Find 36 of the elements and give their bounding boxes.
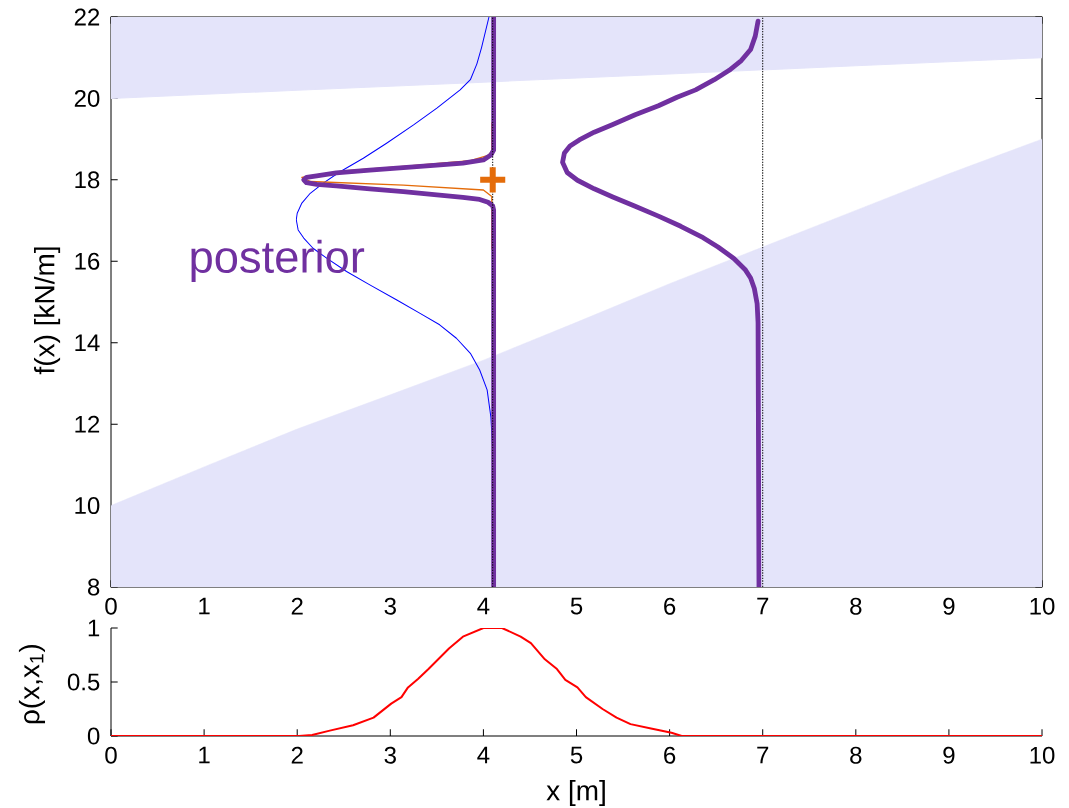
y-tick-label: 0	[87, 727, 100, 745]
x-tick-label: 10	[1030, 597, 1055, 615]
y-tick-label: 8	[87, 578, 100, 596]
x-tick-label: 4	[477, 746, 490, 764]
x-tick-label: 3	[384, 597, 396, 615]
x-tick-label: 9	[943, 597, 955, 615]
x-tick-label: 10	[1030, 746, 1055, 764]
y-tick-label: 16	[75, 252, 100, 270]
x-tick-label: 5	[570, 597, 583, 615]
y-tick-label: 12	[75, 415, 100, 433]
x-tick-label: 8	[850, 597, 862, 615]
x-tick-label: 6	[664, 746, 676, 764]
x-tick-label: 2	[291, 746, 303, 764]
x-tick-label: 8	[850, 746, 862, 764]
y-tick-label: 0.5	[67, 673, 100, 691]
y-tick-label: 10	[75, 497, 100, 515]
y-tick-label: 20	[74, 89, 100, 107]
x-axis-title: x [m]	[546, 779, 605, 807]
x-tick-label: 4	[477, 597, 490, 615]
x-tick-label: 3	[384, 746, 396, 764]
y-axis-title: f(x) [kN/m]	[34, 247, 61, 375]
y-tick-label: 22	[74, 8, 100, 26]
x-tick-label: 6	[664, 597, 676, 615]
x-tick-label: 0	[105, 746, 117, 764]
x-tick-label: 5	[570, 746, 583, 764]
y-tick-label: 1	[88, 619, 100, 637]
x-tick-label: 1	[199, 597, 210, 615]
y-tick-label: 18	[75, 171, 100, 189]
x-tick-label: 7	[757, 746, 769, 764]
y-tick-label: 14	[75, 334, 100, 351]
x-tick-label: 1	[199, 746, 210, 764]
y-axis-title: ρ(x,x$_{1}$)	[18, 644, 46, 724]
x-tick-label: 2	[291, 597, 303, 615]
x-tick-label: 7	[757, 597, 769, 615]
x-tick-label: 0	[105, 597, 117, 615]
x-tick-label: 9	[943, 746, 955, 764]
